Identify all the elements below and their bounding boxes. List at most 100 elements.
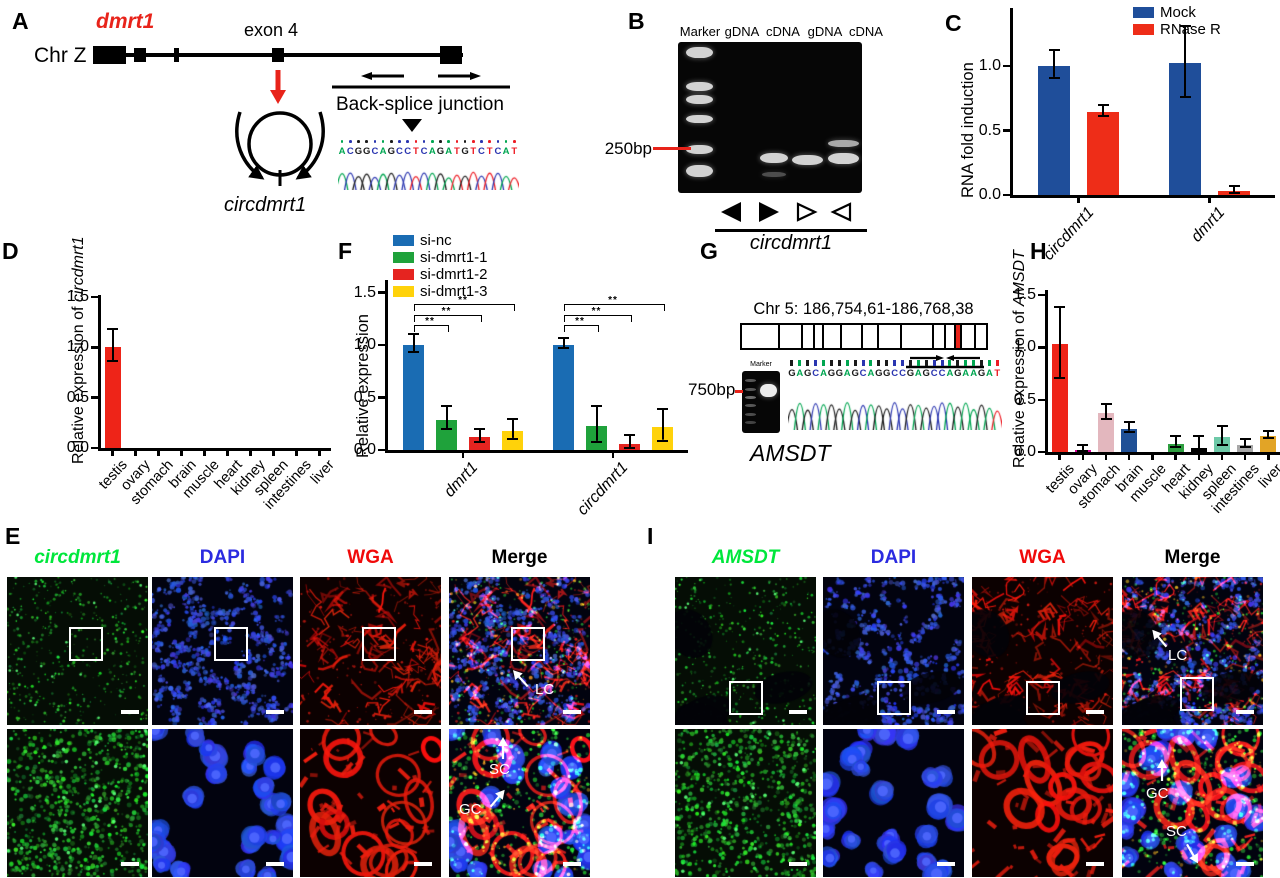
base-letter: A (445, 146, 453, 157)
error-bar (1216, 425, 1228, 446)
error-bar (591, 405, 602, 443)
base-marker (869, 360, 873, 366)
x-tick (1077, 198, 1080, 203)
x-tick (1104, 455, 1108, 460)
legend-swatch-icon (393, 252, 414, 263)
d-plot: 0.0 0.5 1.0 1.5 testis ovary stomach brain muscl… (67, 288, 337, 513)
gel-marker-label: Marker (750, 361, 772, 368)
x-tick (295, 451, 298, 456)
x-tick (1208, 198, 1211, 203)
significance-bracket (563, 325, 599, 333)
inset-box (69, 627, 103, 661)
bar-dmrt1-si-nc (403, 345, 424, 450)
size-marker-250bp: 250bp (604, 139, 652, 158)
x-tick (180, 451, 183, 456)
y-tick (1003, 64, 1013, 68)
base-letter: G (362, 146, 371, 157)
significance-label: ** (425, 316, 435, 328)
y-tick-label: 1.0 (1013, 338, 1036, 356)
base-marker (406, 140, 409, 143)
x-tick (1151, 455, 1154, 460)
inset-box (1180, 677, 1214, 711)
legend-swatch-icon (393, 269, 414, 280)
panel-c-label: C (945, 10, 962, 36)
base-marker (472, 140, 475, 143)
base-marker (373, 140, 377, 143)
e-row1-dapi-image (152, 577, 293, 725)
base-letter: C (494, 146, 502, 157)
significance-bracket (413, 304, 515, 312)
bar-circdmrt1-si-nc (553, 345, 574, 450)
leydig-cell-label: LC (1168, 647, 1188, 664)
inset-box (362, 627, 396, 661)
base-letter: C (859, 368, 867, 379)
circ-rna-label: circdmrt1 (224, 194, 307, 216)
base-letter: C (371, 146, 379, 157)
panel-h-label: H (1030, 238, 1047, 264)
panel-d-label: D (2, 238, 19, 264)
base-letter: G (883, 368, 891, 379)
legend-label: si-dmrt1-1 (420, 249, 488, 266)
legend-swatch-icon (1133, 24, 1154, 35)
base-letter: A (428, 146, 436, 157)
base-letter: A (502, 146, 510, 157)
legend-label: si-dmrt1-3 (420, 283, 488, 300)
error-bar (1193, 435, 1205, 452)
y-tick (378, 343, 388, 347)
e-row2-dapi-image (152, 729, 293, 877)
panel-e-label: E (5, 523, 21, 549)
base-letter: A (914, 368, 922, 379)
gel-image (742, 371, 780, 433)
base-marker (916, 360, 920, 366)
base-letter: C (812, 368, 820, 379)
legend-entry: si-dmrt1-2 (393, 266, 488, 283)
base-marker (877, 360, 881, 366)
base-marker (940, 360, 944, 366)
scale-bar (121, 710, 139, 714)
inset-box (877, 681, 911, 715)
bar-circdmrt1-RNase R (1087, 112, 1119, 195)
base-marker (390, 140, 393, 143)
gel-image (678, 42, 862, 193)
error-bar (558, 336, 569, 350)
base-marker (964, 360, 968, 366)
x-tick (134, 451, 137, 456)
base-marker (381, 140, 385, 143)
x-tick (461, 453, 465, 458)
x-tick (203, 451, 206, 456)
chromatogram-trace (788, 384, 1002, 430)
size-marker-pointer-line (653, 147, 691, 150)
scale-bar (563, 710, 581, 714)
base-letter: A (843, 368, 851, 379)
base-letter: A (946, 368, 954, 379)
e-row2-circdmrt1-image (7, 729, 148, 877)
x-tick (1267, 455, 1270, 460)
gc-arrow-icon (1157, 759, 1167, 781)
y-tick (91, 295, 101, 299)
x-tick (1174, 455, 1177, 460)
legend-entry: si-nc (393, 232, 488, 249)
sertoli-cell-label: SC (1166, 823, 1187, 840)
sc-arrow-icon (498, 737, 508, 759)
scale-bar (414, 710, 432, 714)
chart-legend: si-nc si-dmrt1-1 si-dmrt1-2 si-dmrt1-3 (393, 232, 488, 300)
base-marker (814, 360, 818, 366)
error-bar (107, 328, 118, 363)
error-bar (408, 332, 419, 354)
junction-arrowhead-icon (402, 119, 422, 132)
error-bar (1054, 305, 1066, 379)
base-letter: C (899, 368, 906, 379)
base-letter: G (387, 146, 395, 157)
x-tick (1243, 455, 1247, 460)
base-marker (995, 360, 999, 366)
panel-e: E circdmrt1 DAPI WGA Merge LC (0, 520, 640, 878)
base-letter: A (379, 146, 387, 157)
base-marker (463, 140, 467, 143)
convergent-left-primer-icon (830, 202, 852, 222)
x-tick (318, 451, 321, 456)
error-bar (1077, 443, 1089, 452)
y-tick-label: 1.5 (353, 283, 376, 301)
panel-f-label: F (338, 238, 353, 264)
legend-label: si-dmrt1-2 (420, 266, 488, 283)
